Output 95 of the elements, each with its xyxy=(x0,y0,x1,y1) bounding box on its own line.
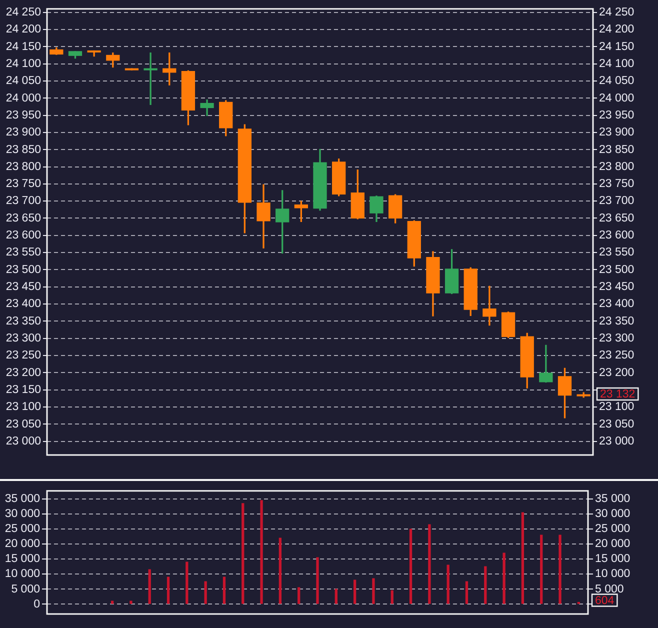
y-tick-label: 25 000 xyxy=(4,523,40,536)
y2-tick-label: 23 900 xyxy=(599,126,634,139)
bar xyxy=(446,564,450,604)
y-tick-label: 23 500 xyxy=(6,264,41,276)
y2-tick-label: 23 800 xyxy=(599,160,634,173)
y-tick-label: 23 650 xyxy=(6,212,41,224)
y2-tick-label: 5 000 xyxy=(595,583,624,596)
y2-tick-label: 23 200 xyxy=(599,366,634,379)
y2-tick-label: 30 000 xyxy=(595,508,630,520)
y2-tick-label: 23 700 xyxy=(599,195,634,208)
y-tick-label: 24 000 xyxy=(6,92,41,104)
bar xyxy=(390,590,394,604)
bar xyxy=(186,562,188,604)
y-tick-label: 23 050 xyxy=(6,418,41,430)
y-tick-label: 23 450 xyxy=(6,281,41,294)
y2-tick-label: 25 000 xyxy=(595,523,630,536)
y2-tick-label: 23 350 xyxy=(599,315,634,328)
y2-tick-label: 23 050 xyxy=(599,418,634,430)
y-tick-label: 23 900 xyxy=(6,126,41,139)
y-tick-label: 30 000 xyxy=(4,508,40,520)
y2-tick-label: 23 400 xyxy=(599,298,634,310)
bar xyxy=(409,528,412,604)
bar xyxy=(465,581,468,604)
y-tick-label: 24 150 xyxy=(6,40,41,53)
y2-tick-label: 20 000 xyxy=(595,538,630,550)
bar xyxy=(521,512,524,604)
y-tick-label: 24 200 xyxy=(6,24,41,36)
bar xyxy=(372,578,375,604)
y2-tick-label: 24 250 xyxy=(599,6,634,19)
y-tick-label: 23 400 xyxy=(6,298,41,310)
bar xyxy=(428,524,431,604)
y2-tick-label: 23 750 xyxy=(599,178,634,190)
bar xyxy=(334,588,338,604)
y-tick-label: 23 800 xyxy=(6,160,41,173)
y2-tick-label: 23 300 xyxy=(599,332,634,344)
y2-tick-label: 24 100 xyxy=(599,58,634,70)
y-tick-label: 0 xyxy=(34,598,40,610)
y2-tick-label: 23 950 xyxy=(599,109,634,122)
y-tick-label: 24 250 xyxy=(6,6,41,19)
bar xyxy=(260,500,263,604)
y2-tick-label: 23 450 xyxy=(599,281,634,294)
text: 23 132 xyxy=(600,388,636,401)
y-tick-label: 10 000 xyxy=(4,568,40,580)
y2-tick-label: 23 550 xyxy=(599,246,634,259)
y-tick-label: 23 000 xyxy=(6,435,41,448)
bar xyxy=(278,538,282,604)
y-tick-label: 24 100 xyxy=(6,58,41,70)
bar xyxy=(148,569,151,604)
bar xyxy=(484,566,487,604)
y2-tick-label: 15 000 xyxy=(595,553,630,566)
y-tick-label: 23 200 xyxy=(6,366,41,379)
bar xyxy=(222,576,226,604)
y-tick-label: 23 100 xyxy=(6,401,41,414)
bar xyxy=(242,503,244,604)
bar xyxy=(353,580,356,604)
y2-tick-label: 23 100 xyxy=(599,401,634,414)
bar xyxy=(502,552,506,604)
bar xyxy=(316,557,319,604)
candlestick xyxy=(144,52,158,105)
candlestick xyxy=(482,286,496,326)
y-tick-label: 35 000 xyxy=(4,493,40,506)
bar xyxy=(558,534,562,604)
bar xyxy=(540,534,543,604)
y-tick-label: 23 700 xyxy=(6,195,41,208)
y-tick-label: 5 000 xyxy=(11,583,40,596)
y2-tick-label: 23 250 xyxy=(599,350,634,362)
text: 604 xyxy=(595,594,615,607)
bar xyxy=(204,581,207,604)
y-tick-label: 15 000 xyxy=(4,553,40,566)
y-tick-label: 23 750 xyxy=(6,178,41,190)
y2-tick-label: 23 850 xyxy=(599,144,634,156)
y-tick-label: 20 000 xyxy=(4,538,40,550)
y-tick-label: 24 050 xyxy=(6,75,41,88)
y-tick-label: 23 850 xyxy=(6,144,41,156)
y-tick-label: 23 150 xyxy=(6,384,41,396)
y-tick-label: 23 550 xyxy=(6,246,41,259)
y-tick-label: 23 600 xyxy=(6,230,41,242)
y2-tick-label: 10 000 xyxy=(595,568,630,580)
y2-tick-label: 24 200 xyxy=(599,24,634,36)
bar xyxy=(298,587,300,604)
y2-tick-label: 24 000 xyxy=(599,92,634,104)
y2-tick-label: 24 050 xyxy=(599,75,634,88)
y2-tick-label: 24 150 xyxy=(599,40,634,53)
y-tick-label: 23 250 xyxy=(6,350,41,362)
candlestick xyxy=(539,344,553,383)
y-tick-label: 23 950 xyxy=(6,109,41,122)
y2-tick-label: 35 000 xyxy=(595,493,630,506)
y-tick-label: 23 350 xyxy=(6,315,41,328)
y2-tick-label: 23 650 xyxy=(599,212,634,224)
y2-tick-label: 23 600 xyxy=(599,230,634,242)
bar xyxy=(166,576,170,604)
y2-tick-label: 23 000 xyxy=(599,435,634,448)
y-tick-label: 23 300 xyxy=(6,332,41,344)
y2-tick-label: 23 500 xyxy=(599,264,634,276)
bar xyxy=(130,600,132,604)
